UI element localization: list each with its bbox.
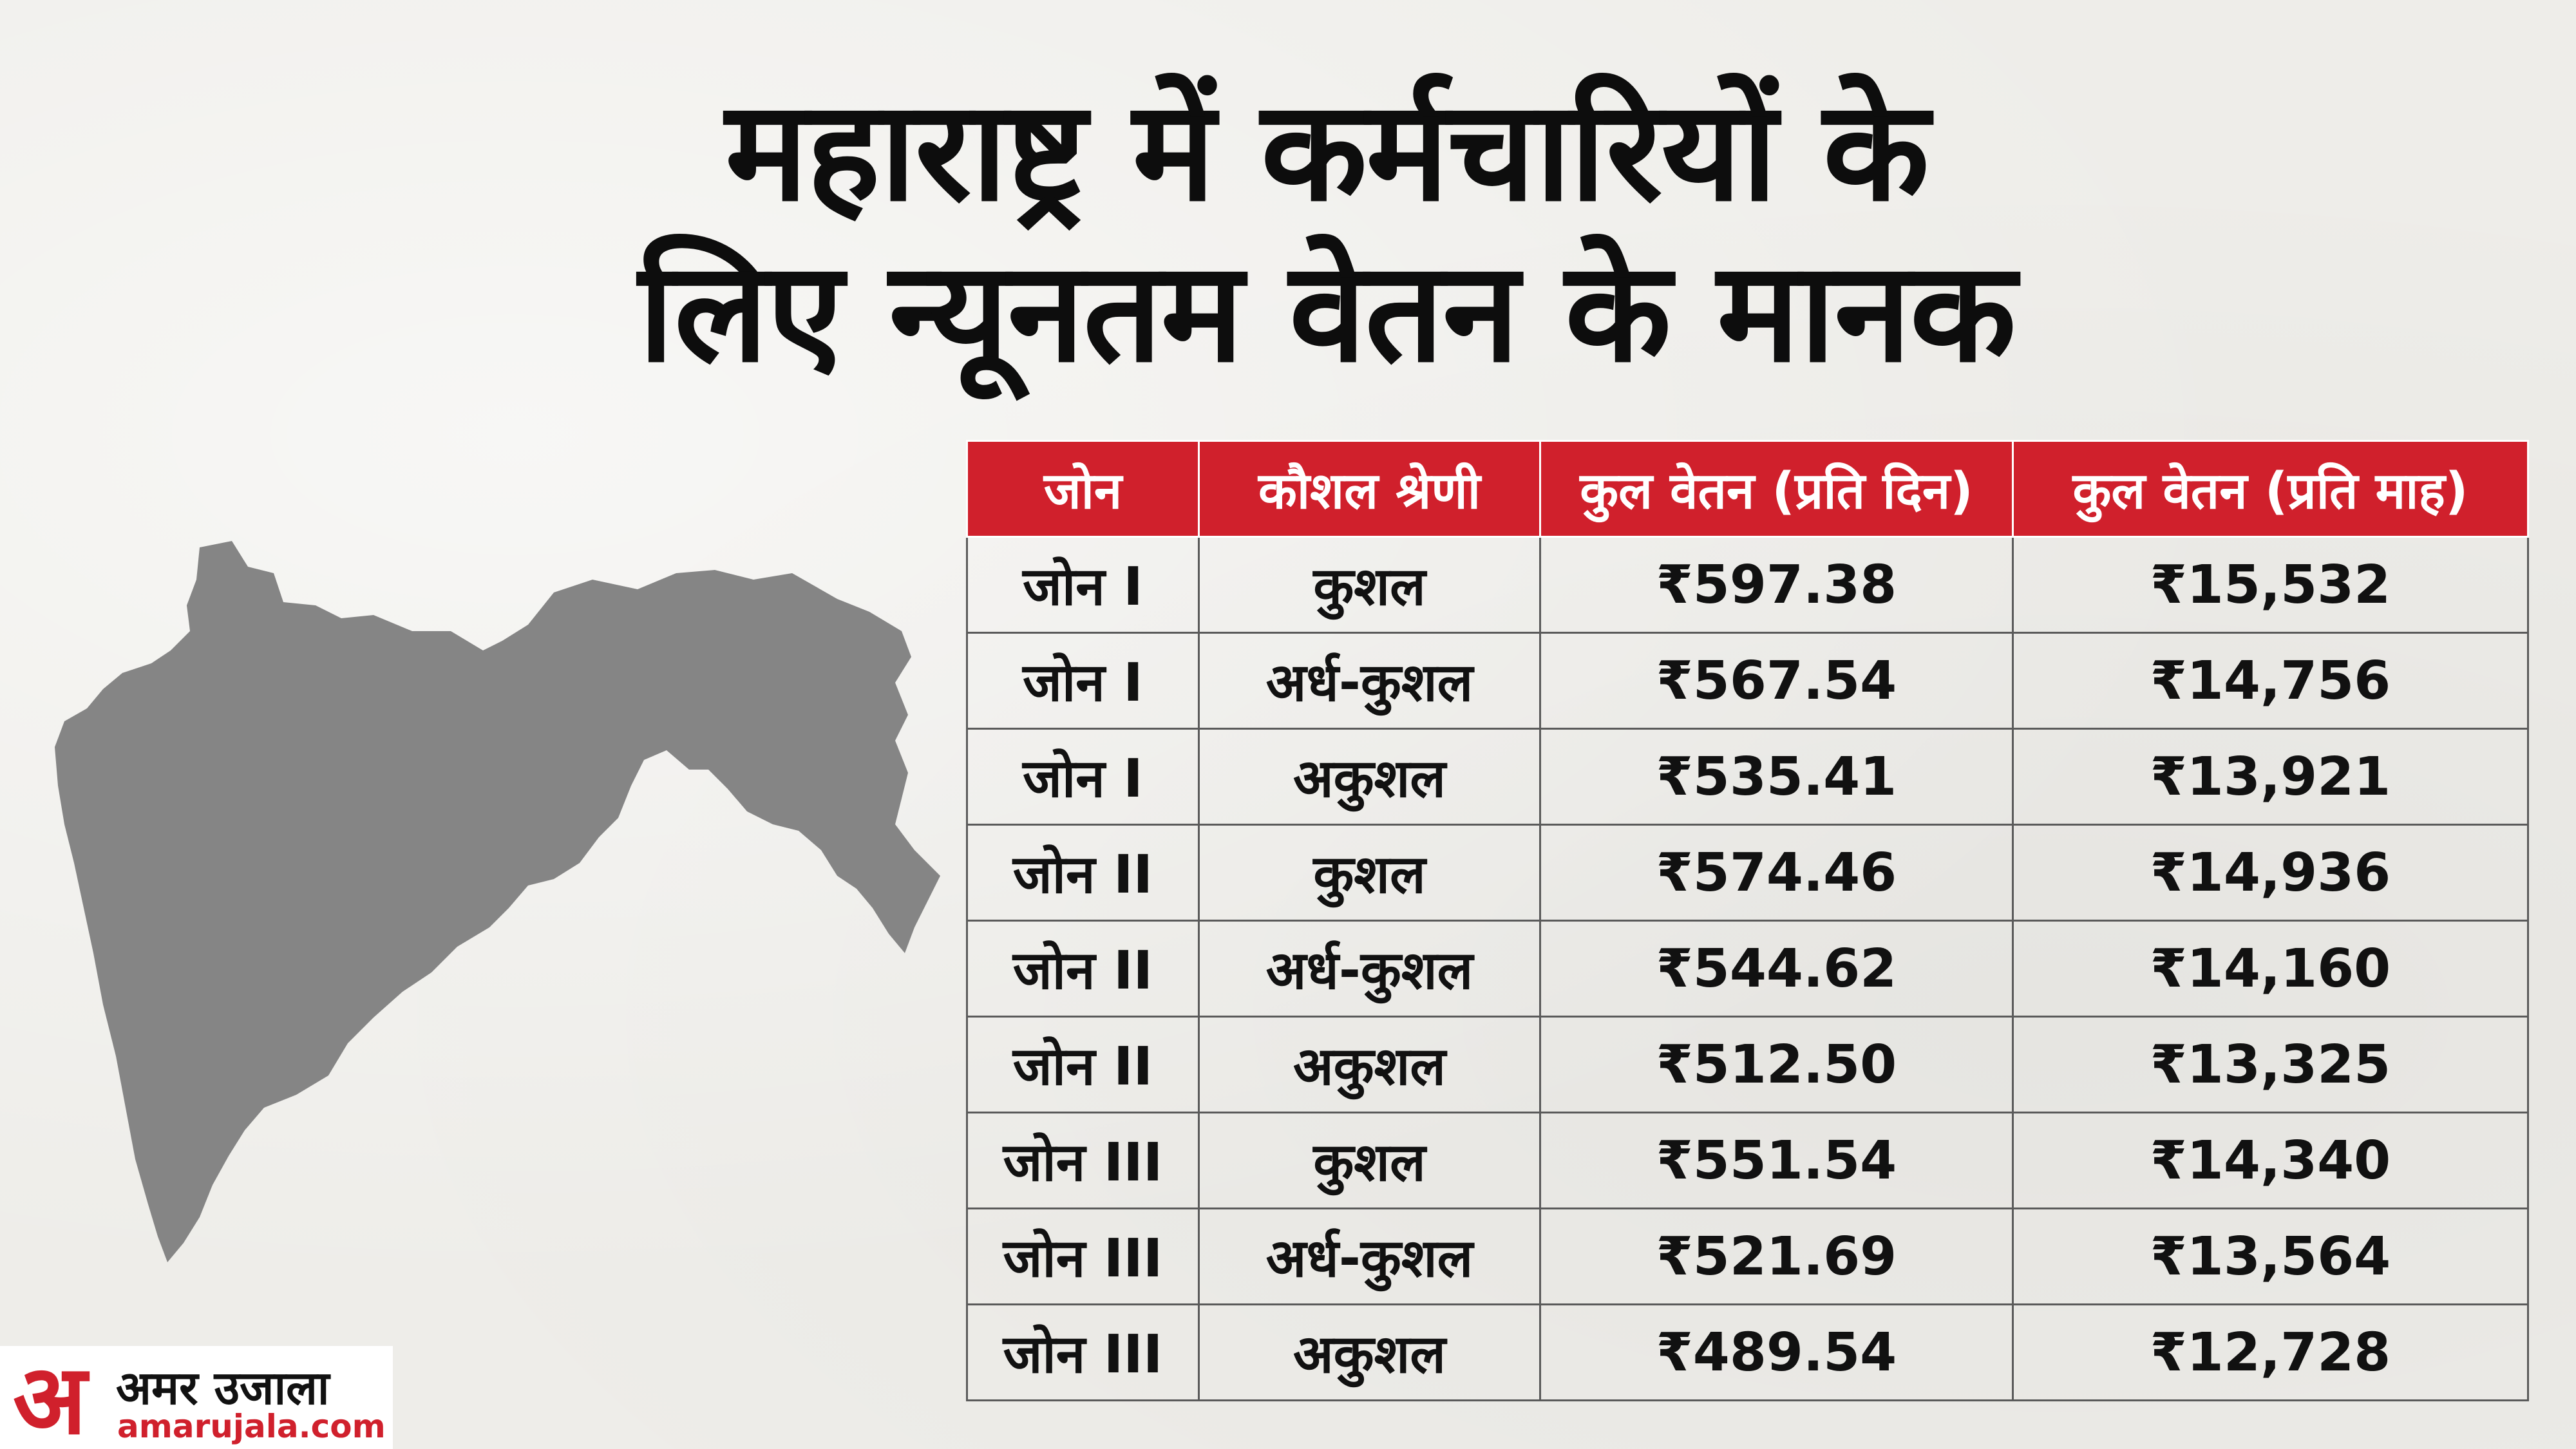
cell-skill: अकुशल xyxy=(1198,728,1541,826)
cell-monthly: ₹13,921 xyxy=(2012,728,2529,826)
cell-skill: अकुशल xyxy=(1198,1016,1541,1113)
cell-daily: ₹489.54 xyxy=(1539,1303,2014,1401)
cell-zone: जोन II xyxy=(966,1016,1200,1113)
table-row: जोन III अर्ध-कुशल ₹521.69 ₹13,564 xyxy=(966,1208,2529,1305)
table-row: जोन II कुशल ₹574.46 ₹14,936 xyxy=(966,824,2529,922)
table-row: जोन II अकुशल ₹512.50 ₹13,325 xyxy=(966,1016,2529,1113)
cell-zone: जोन II xyxy=(966,824,1200,922)
cell-daily: ₹567.54 xyxy=(1539,632,2014,730)
cell-zone: जोन I xyxy=(966,536,1200,634)
cell-zone: जोन III xyxy=(966,1303,1200,1401)
cell-daily: ₹551.54 xyxy=(1539,1112,2014,1209)
cell-daily: ₹535.41 xyxy=(1539,728,2014,826)
cell-skill: कुशल xyxy=(1198,1112,1541,1209)
cell-monthly: ₹14,936 xyxy=(2012,824,2529,922)
table-row: जोन III कुशल ₹551.54 ₹14,340 xyxy=(966,1112,2529,1209)
cell-monthly: ₹15,532 xyxy=(2012,536,2529,634)
cell-skill: कुशल xyxy=(1198,536,1541,634)
header-monthly-wage: कुल वेतन (प्रति माह) xyxy=(2012,440,2529,538)
logo-url: amarujala.com xyxy=(117,1408,386,1445)
cell-zone: जोन III xyxy=(966,1208,1200,1305)
cell-skill: अर्ध-कुशल xyxy=(1198,1208,1541,1305)
maharashtra-map-icon xyxy=(55,541,940,1262)
cell-monthly: ₹12,728 xyxy=(2012,1303,2529,1401)
cell-daily: ₹574.46 xyxy=(1539,824,2014,922)
cell-daily: ₹512.50 xyxy=(1539,1016,2014,1113)
table-row: जोन III अकुशल ₹489.54 ₹12,728 xyxy=(966,1303,2529,1401)
page-title: महाराष्ट्र में कर्मचारियों के लिए न्यूनत… xyxy=(335,71,2318,393)
header-skill-category: कौशल श्रेणी xyxy=(1198,440,1541,538)
table-row: जोन I अकुशल ₹535.41 ₹13,921 xyxy=(966,728,2529,826)
table-row: जोन I अर्ध-कुशल ₹567.54 ₹14,756 xyxy=(966,632,2529,730)
cell-monthly: ₹13,564 xyxy=(2012,1208,2529,1305)
minimum-wage-table: जोन कौशल श्रेणी कुल वेतन (प्रति दिन) कुल… xyxy=(966,440,2529,1401)
cell-daily: ₹544.62 xyxy=(1539,920,2014,1018)
cell-skill: कुशल xyxy=(1198,824,1541,922)
cell-zone: जोन III xyxy=(966,1112,1200,1209)
cell-skill: अर्ध-कुशल xyxy=(1198,632,1541,730)
title-line-1: महाराष्ट्र में कर्मचारियों के xyxy=(725,70,1929,232)
cell-zone: जोन II xyxy=(966,920,1200,1018)
table-row: जोन I कुशल ₹597.38 ₹15,532 xyxy=(966,536,2529,634)
cell-daily: ₹597.38 xyxy=(1539,536,2014,634)
logo-mark-icon: अ xyxy=(13,1343,87,1449)
cell-monthly: ₹13,325 xyxy=(2012,1016,2529,1113)
cell-monthly: ₹14,756 xyxy=(2012,632,2529,730)
header-zone: जोन xyxy=(966,440,1200,538)
title-line-2: लिए न्यूनतम वेतन के मानक xyxy=(638,231,2016,393)
logo-name: अमर उजाला xyxy=(116,1361,330,1415)
table-header-row: जोन कौशल श्रेणी कुल वेतन (प्रति दिन) कुल… xyxy=(966,440,2529,538)
cell-zone: जोन I xyxy=(966,632,1200,730)
cell-monthly: ₹14,160 xyxy=(2012,920,2529,1018)
cell-skill: अकुशल xyxy=(1198,1303,1541,1401)
cell-zone: जोन I xyxy=(966,728,1200,826)
cell-monthly: ₹14,340 xyxy=(2012,1112,2529,1209)
table-row: जोन II अर्ध-कुशल ₹544.62 ₹14,160 xyxy=(966,920,2529,1018)
header-daily-wage: कुल वेतन (प्रति दिन) xyxy=(1539,440,2014,538)
brand-logo: अ अमर उजाला amarujala.com xyxy=(0,1346,393,1449)
cell-daily: ₹521.69 xyxy=(1539,1208,2014,1305)
cell-skill: अर्ध-कुशल xyxy=(1198,920,1541,1018)
